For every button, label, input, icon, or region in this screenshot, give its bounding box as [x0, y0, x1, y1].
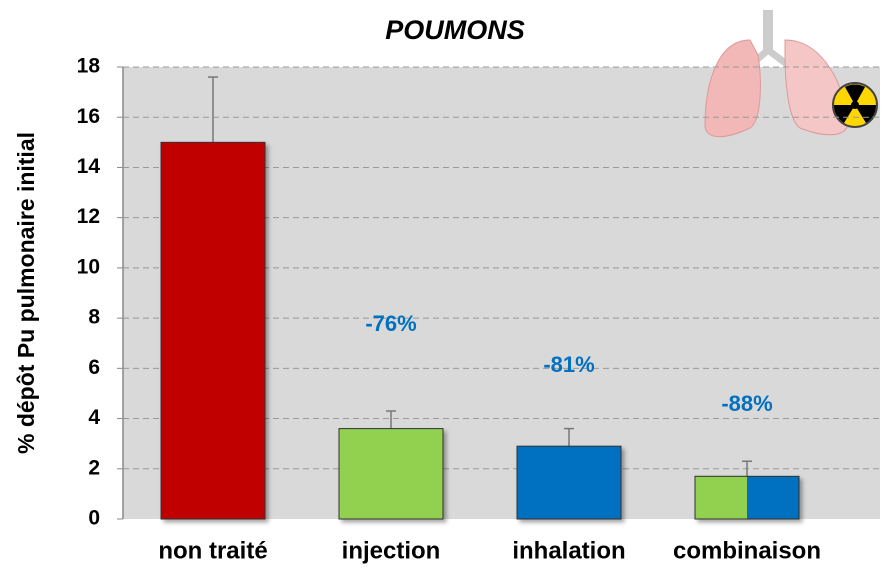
y-axis-label: % dépôt Pu pulmonaire initial	[13, 132, 39, 454]
x-tick-label: inhalation	[512, 537, 625, 564]
y-tick-label: 2	[88, 456, 100, 479]
annotation: -76%	[365, 311, 416, 336]
annotation: -81%	[543, 352, 594, 377]
bar	[160, 141, 266, 520]
y-tick-label: 4	[88, 406, 100, 429]
x-tick-label: injection	[342, 537, 441, 564]
bar	[516, 445, 622, 520]
y-tick-label: 18	[77, 55, 101, 78]
y-tick-label: 10	[77, 255, 100, 278]
y-tick-label: 12	[77, 205, 100, 228]
y-tick-label: 0	[88, 507, 100, 530]
bar	[694, 475, 800, 520]
bar	[338, 428, 444, 520]
x-tick-label: non traité	[158, 537, 267, 564]
y-tick-label: 14	[77, 155, 101, 178]
x-tick-label: combinaison	[673, 537, 821, 564]
y-tick-label: 6	[88, 356, 100, 379]
chart-title: POUMONS	[385, 15, 525, 45]
y-tick-label: 16	[77, 105, 100, 128]
annotation: -88%	[721, 391, 772, 416]
y-tick-label: 8	[88, 306, 100, 329]
lung-icon	[704, 10, 878, 138]
